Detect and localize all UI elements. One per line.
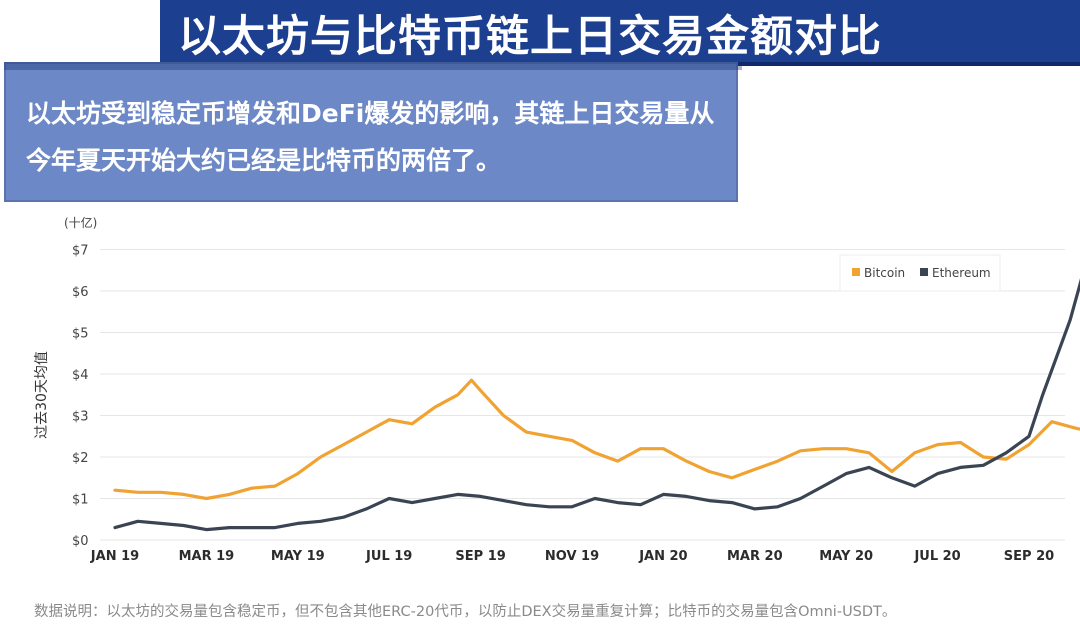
x-tick-label: MAY 20 xyxy=(819,549,873,564)
x-tick-label: JAN 20 xyxy=(638,549,687,564)
y-unit-label: (十亿) xyxy=(64,215,97,230)
legend-label: Bitcoin xyxy=(864,266,905,280)
x-tick-label: MAR 19 xyxy=(179,549,235,564)
chart-subtitle: 以太坊受到稳定币增发和DeFi爆发的影响，其链上日交易量从今年夏天开始大约已经是… xyxy=(26,99,715,175)
y-tick-label: $6 xyxy=(72,285,89,300)
x-tick-label: JUL 19 xyxy=(365,549,412,564)
y-tick-label: $7 xyxy=(72,244,89,259)
y-tick-label: $0 xyxy=(72,534,89,549)
bitcoin-legend-swatch xyxy=(852,268,860,276)
x-tick-label: MAY 19 xyxy=(271,549,325,564)
x-tick-label: SEP 20 xyxy=(1004,549,1054,564)
x-tick-label: NOV 19 xyxy=(545,549,599,564)
legend-box xyxy=(839,254,1001,292)
legend-label: Ethereum xyxy=(932,266,991,280)
bitcoin-line xyxy=(113,378,1080,501)
y-tick-label: $2 xyxy=(72,451,89,466)
ethereum-line xyxy=(113,278,1080,532)
x-tick-label: SEP 19 xyxy=(455,549,505,564)
x-tick-label: MAR 20 xyxy=(727,549,783,564)
footnote: 数据说明：以太坊的交易量包含稳定币，但不包含其他ERC-20代币，以防止DEX交… xyxy=(34,604,897,620)
x-tick-label: JAN 19 xyxy=(90,549,139,564)
title-banner: 以太坊与比特币链上日交易金额对比 xyxy=(160,0,1080,66)
y-tick-label: $5 xyxy=(72,327,89,342)
chart-title: 以太坊与比特币链上日交易金额对比 xyxy=(178,12,882,62)
subtitle-box: 以太坊受到稳定币增发和DeFi爆发的影响，其链上日交易量从今年夏天开始大约已经是… xyxy=(4,62,742,202)
y-tick-label: $4 xyxy=(72,368,89,383)
subtitle-box-shadow xyxy=(4,62,742,70)
line-chart: $0 $1 $2 $3 $4 $5 $6 $7 (十亿) 过去30天均值 JAN 19 MAR 19 M… xyxy=(34,215,1080,564)
ethereum-legend-swatch xyxy=(920,268,928,276)
y-tick-label: $3 xyxy=(72,410,89,425)
x-tick-label: JUL 20 xyxy=(913,549,960,564)
y-axis-title: 过去30天均值 xyxy=(34,351,50,439)
y-tick-label: $1 xyxy=(72,493,89,508)
